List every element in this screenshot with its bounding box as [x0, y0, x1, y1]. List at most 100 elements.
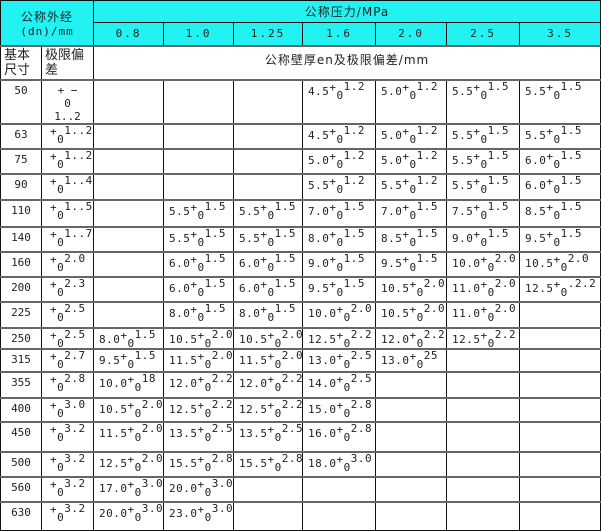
- lower-deviation: 0: [57, 132, 65, 146]
- lower-deviation: 0: [57, 182, 65, 196]
- lower-deviation: 0: [57, 430, 65, 444]
- lower-deviation: 0: [409, 260, 417, 274]
- pressure-column-header: 2.0: [375, 22, 448, 46]
- upper-deviation: 1.5: [560, 148, 583, 162]
- pressure-header: 公称压力/MPa: [93, 0, 601, 23]
- plus-sign: +: [336, 422, 344, 436]
- plus-sign: +: [267, 452, 275, 466]
- plus-sign: +: [127, 452, 135, 466]
- wall-thickness-value: 12.5: [308, 332, 337, 346]
- upper-deviation: 2.0: [64, 251, 86, 265]
- plus-sign: +: [473, 80, 481, 94]
- wall-thickness-cell: [519, 300, 601, 328]
- wall-thickness-cell: 8.0+01.5: [233, 300, 304, 328]
- wall-thickness-cell: [93, 147, 165, 174]
- wall-thickness-cell: 12.5+02.2: [233, 396, 304, 422]
- upper-deviation: 1.5: [343, 199, 366, 213]
- upper-deviation: 2.8: [64, 371, 86, 385]
- plus-sign: +: [473, 149, 481, 163]
- tolerance: +03.2: [40, 420, 95, 452]
- upper-deviation: 1.2: [343, 79, 366, 93]
- upper-deviation: 3.0: [211, 501, 234, 515]
- lower-deviation: 0: [204, 380, 212, 394]
- lower-deviation: 0: [343, 310, 351, 324]
- lower-deviation: 0: [480, 208, 488, 222]
- wall-thickness-cell: [519, 347, 601, 372]
- lower-deviation: 0: [204, 460, 212, 474]
- wall-thickness-cell: 20.0+03.0: [93, 500, 165, 531]
- wall-thickness-value: 6.0: [239, 281, 261, 295]
- plus-sign: +: [197, 328, 205, 342]
- upper-deviation: 2.0: [141, 421, 164, 435]
- plus-sign: +: [267, 372, 275, 386]
- upper-deviation: 1.2: [416, 79, 439, 93]
- wall-thickness-cell: 5.0+01.2: [375, 78, 448, 124]
- upper-deviation: 2.5: [350, 348, 373, 362]
- wall-thickness-value: 8.5: [525, 204, 547, 218]
- lower-deviation: 0: [343, 380, 351, 394]
- lower-deviation: 0: [416, 310, 424, 324]
- plus-sign: +: [553, 277, 561, 291]
- upper-deviation: 2.2: [494, 327, 517, 341]
- wall-thickness-cell: 5.5+01.2: [302, 172, 377, 200]
- lower-deviation: 0: [57, 310, 65, 324]
- wall-thickness-cell: 5.0+01.2: [375, 147, 448, 174]
- plus-sign: +: [336, 372, 344, 386]
- wall-thickness-cell: [93, 78, 165, 124]
- plus-sign: +: [480, 277, 488, 291]
- lower-deviation: 0: [274, 380, 282, 394]
- upper-deviation: 1.5: [204, 199, 227, 213]
- upper-deviation: 2.0: [211, 327, 234, 341]
- wall-thickness-value: 13.0: [308, 353, 337, 367]
- tolerance-line: 1..2: [54, 109, 81, 123]
- outer-diameter-header: 公称外经 (dn)/mm: [0, 0, 95, 46]
- lower-deviation: 0: [57, 260, 65, 274]
- wall-thickness-value: 10.0: [99, 376, 128, 390]
- wall-thickness-cell: 12.5+02.0: [93, 450, 165, 477]
- upper-deviation: 3.0: [141, 476, 164, 490]
- wall-thickness-cell: 12.5+02.2: [446, 326, 521, 349]
- wall-thickness-cell: 5.5+01.5: [519, 78, 601, 124]
- lower-deviation: 0: [134, 460, 142, 474]
- wall-thickness-value: 12.5: [169, 402, 198, 416]
- wall-thickness-value: 5.0: [381, 153, 403, 167]
- wall-thickness-cell: 9.0+01.5: [302, 250, 377, 277]
- upper-deviation: 2.7: [64, 348, 86, 362]
- lower-deviation: 0: [57, 285, 65, 299]
- basic-size: 315: [0, 347, 42, 372]
- upper-deviation: 1.5: [204, 251, 227, 265]
- upper-deviation: 1..2: [64, 123, 93, 137]
- table-row: 315 +02.7 9.5+01.5 11.5+02.0 11.5+02.0 13.0+0…: [0, 347, 601, 372]
- upper-deviation: 1..7: [64, 226, 93, 240]
- tolerance-header: 极限偏差: [40, 44, 95, 80]
- wall-thickness-value: 11.5: [169, 353, 198, 367]
- lower-deviation: 0: [553, 208, 561, 222]
- upper-deviation: 1.5: [274, 226, 297, 240]
- plus-sign: +: [329, 252, 337, 266]
- wall-thickness-cell: [302, 475, 377, 502]
- upper-deviation: 3.2: [64, 476, 86, 490]
- plus-sign: +: [473, 227, 481, 241]
- upper-deviation: 1.5: [487, 199, 510, 213]
- upper-deviation: 3.2: [64, 501, 86, 515]
- lower-deviation: 0: [134, 380, 142, 394]
- lower-deviation: 0: [267, 235, 275, 249]
- wall-thickness-cell: [519, 500, 601, 531]
- wall-thickness-value: 5.5: [452, 128, 474, 142]
- upper-deviation: 2.5: [211, 421, 234, 435]
- plus-sign: +: [50, 227, 58, 241]
- lower-deviation: 0: [57, 208, 65, 222]
- upper-deviation: 1.5: [560, 226, 583, 240]
- wall-thickness-cell: 5.5+01.5: [446, 172, 521, 200]
- wall-thickness-cell: 5.5+01.5: [163, 198, 235, 227]
- lower-deviation: 0: [57, 485, 65, 499]
- plus-sign: +: [50, 372, 58, 386]
- wall-thickness-value: 15.5: [169, 456, 198, 470]
- wall-thickness-value: 5.5: [452, 178, 474, 192]
- wall-thickness-cell: 9.5+01.5: [93, 347, 165, 372]
- plus-sign: +: [127, 502, 135, 516]
- wall-thickness-value: 4.5: [308, 84, 330, 98]
- lower-deviation: 0: [343, 357, 351, 371]
- wall-thickness-cell: [375, 396, 448, 422]
- wall-thickness-cell: 5.5+01.5: [446, 78, 521, 124]
